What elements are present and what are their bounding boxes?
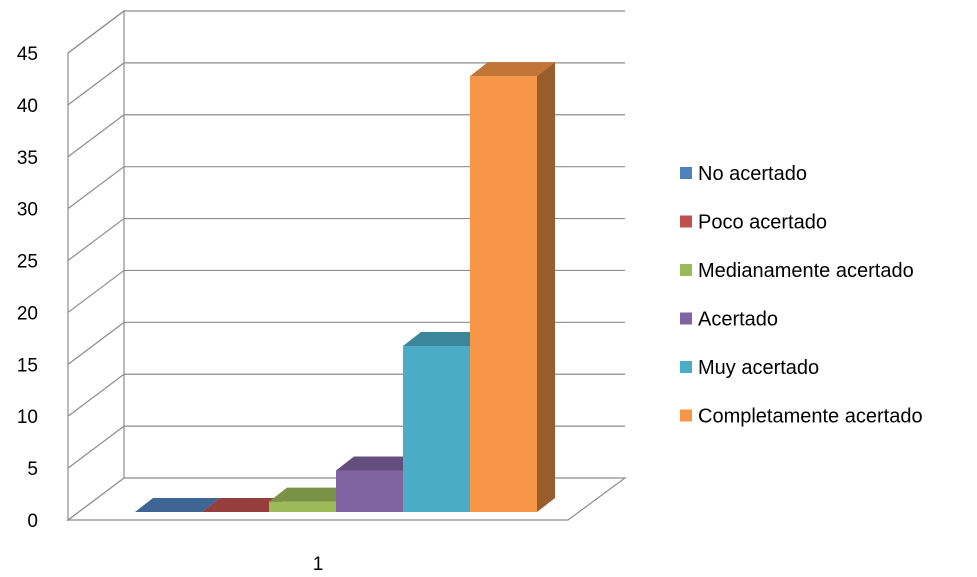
legend-label: Medianamente acertado	[698, 260, 914, 282]
y-tick-label: 15	[17, 355, 38, 376]
legend-swatch	[680, 409, 692, 422]
gridline	[67, 114, 625, 158]
gridline	[67, 321, 625, 365]
legend-swatch	[680, 264, 692, 276]
legend-label: Muy acertado	[698, 357, 819, 379]
bar	[403, 345, 470, 512]
legend-swatch	[680, 167, 692, 179]
gridline	[67, 166, 625, 210]
bar-top	[336, 456, 421, 471]
bar-top	[269, 487, 354, 502]
legend-swatch	[680, 361, 692, 373]
bar	[336, 470, 403, 512]
y-tick-label: 40	[17, 96, 38, 117]
gridline	[67, 62, 625, 106]
y-tick-label: 25	[17, 252, 38, 273]
bar	[269, 501, 336, 512]
y-tick-label: 20	[17, 303, 38, 324]
legend-swatch	[680, 215, 692, 228]
gridline	[67, 217, 625, 262]
chart-side-wall	[67, 9, 125, 522]
legend-label: Completamente acertado	[698, 406, 923, 428]
bar-top	[202, 498, 287, 512]
bar-top	[135, 498, 220, 512]
y-tick-label: 45	[17, 44, 38, 65]
y-tick-label: 30	[17, 200, 38, 221]
bar	[470, 76, 537, 512]
bar-top	[470, 62, 555, 77]
y-tick-label: 35	[17, 148, 38, 169]
y-tick-label: 0	[27, 511, 38, 532]
legend-label: Acertado	[698, 309, 778, 331]
bar-top	[403, 331, 488, 346]
gridline	[67, 269, 625, 313]
y-tick-label: 10	[17, 407, 38, 428]
legend-label: Poco acertado	[698, 212, 827, 234]
gridline	[67, 10, 625, 54]
bar-side	[537, 62, 555, 513]
y-tick-label: 5	[27, 459, 38, 480]
legend-swatch	[680, 312, 692, 325]
legend-label: No acertado	[698, 163, 807, 185]
x-tick-label: 1	[313, 554, 324, 575]
